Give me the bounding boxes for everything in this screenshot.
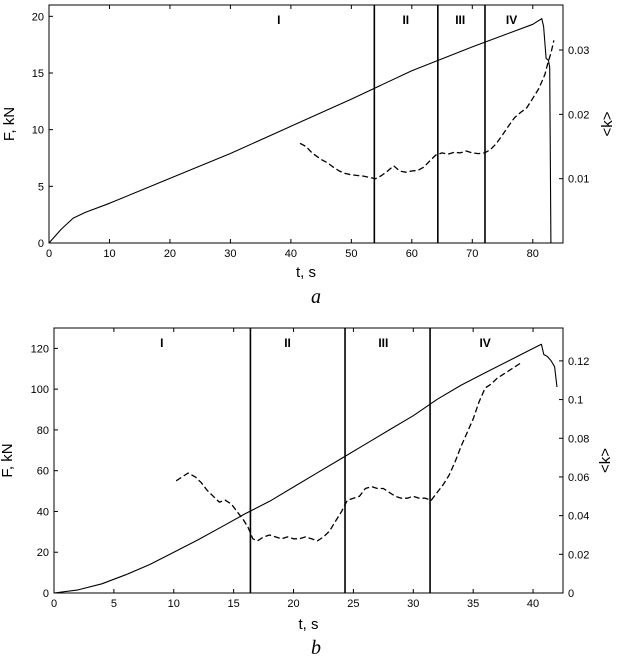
panel-b-region-label: II [284,336,291,350]
panel-b-x-tick-label: 25 [347,598,359,610]
panel-a-y-tick-label: 20 [32,11,44,23]
panel-b-x-tick-label: 0 [51,598,57,610]
panel-b-chart: 0 5 10 15 20 25 30 35 40 0 20 40 60 80 100 120 0 0.02 0.04… [0,327,614,633]
panel-b-region-label: IV [479,336,490,350]
panel-a-y-tick-label: 0 [38,238,44,250]
panel-b-x-tick-label: 35 [467,598,479,610]
panel-a-y-tick-label: 10 [32,125,44,137]
panel-b-y-tick-label: 20 [37,547,49,559]
panel-a-y2-tick-label: 0.02 [568,109,589,121]
panel-a-x-tick-label: 70 [466,248,478,260]
panel-b-force-series-line [53,343,558,594]
panel-b-y2-tick-label: 0.08 [568,433,589,445]
panel-a-x-tick-label: 60 [406,248,418,260]
panel-a-region-label: III [455,13,465,27]
panel-b-x-tick-label: 5 [111,598,117,610]
panel-b-letter: b [311,637,321,657]
panel-a-y-tick-label: 5 [38,181,44,193]
panel-b-y2-tick-label: 0.06 [568,472,589,484]
panel-b-y-tick-label: 120 [31,343,49,355]
panel-a-region-label: II [402,13,409,27]
panel-a-x-tick-label: 30 [224,248,236,260]
panel-a-x-tick-label: 0 [46,248,52,260]
panel-a-x-axis-label: t, s [296,264,316,281]
panel-a-x-tick-label: 10 [103,248,115,260]
panel-a-chart: 0 10 20 30 40 50 60 70 80 0 5 10 15 20 0.01 0.02 0.03 t, … [1,4,616,281]
panel-b-x-tick-label: 40 [527,598,539,610]
panel-a-x-tick-label: 50 [345,248,357,260]
panel-b-y-tick-label: 80 [37,425,49,437]
panel-a-y2-axis-label: <k> [599,111,616,136]
panel-b-x-tick-label: 30 [407,598,419,610]
panel-b-x-tick-label: 10 [168,598,180,610]
panel-b-y2-tick-label: 0 [568,588,574,600]
panel-b-y-tick-label: 40 [37,506,49,518]
panel-b-y-tick-label: 100 [31,384,49,396]
panel-a-force-series-line [48,18,552,244]
panel-b-y-tick-label: 60 [37,466,49,478]
panel-a-y2-tick-label: 0.01 [568,174,589,186]
panel-b-plot-frame [53,327,564,594]
panel-b-region-label: I [160,336,163,350]
panel-a-x-tick-label: 40 [285,248,297,260]
panel-a-letter: a [311,286,321,308]
panel-a-y-axis-label: F, kN [1,107,18,141]
panel-b-y-tick-label: 0 [43,588,49,600]
panel-b-y2-tick-label: 0.02 [568,549,589,561]
panel-b-y2-tick-label: 0.12 [568,356,589,368]
panel-a-x-tick-label: 80 [527,248,539,260]
panel-b-x-tick-label: 15 [228,598,240,610]
panel-a-y2-tick-label: 0.03 [568,45,589,57]
panel-a-region-label: I [277,13,280,27]
panel-a-x-tick-label: 20 [164,248,176,260]
panel-b-x-axis-label: t, s [298,616,318,633]
panel-b-k-series-line [175,362,522,542]
panel-b-y2-tick-label: 0.04 [568,511,589,523]
panel-b-region-label: III [378,336,388,350]
panel-a-plot-frame [48,4,564,244]
panel-b-y2-tick-label: 0.1 [568,395,583,407]
panel-b-x-tick-label: 20 [287,598,299,610]
panel-a-region-label: IV [506,13,517,27]
panel-b-y2-axis-label: <k> [597,448,614,473]
panel-a-y-tick-label: 15 [32,68,44,80]
panel-b-y-axis-label: F, kN [0,443,16,477]
panel-a-k-series-line [299,40,555,180]
